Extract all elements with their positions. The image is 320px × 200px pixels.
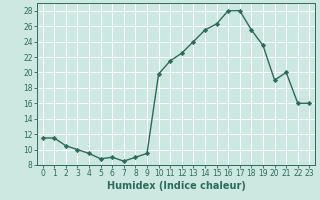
X-axis label: Humidex (Indice chaleur): Humidex (Indice chaleur) [107, 181, 245, 191]
